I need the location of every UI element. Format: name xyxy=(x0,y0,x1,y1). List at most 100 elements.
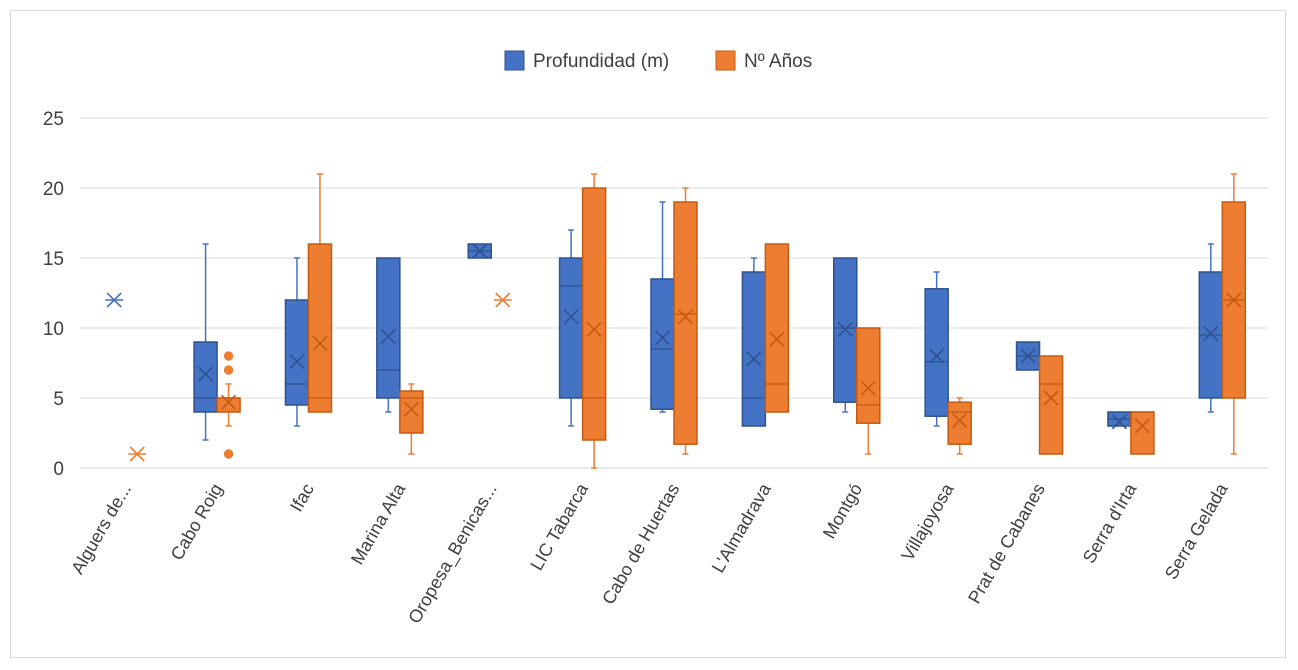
mean-marker-stroke-b xyxy=(472,243,488,259)
box-0-8 xyxy=(833,257,858,413)
y-tick-label-15: 15 xyxy=(43,249,64,270)
legend-label-anos: Nº Años xyxy=(744,51,812,72)
mean-marker xyxy=(105,292,124,308)
mean-marker xyxy=(769,331,785,347)
mean-marker-stroke-b xyxy=(1134,418,1150,434)
mean-marker-stroke-b xyxy=(312,335,328,351)
mean-marker xyxy=(952,412,968,428)
mean-marker xyxy=(677,309,694,325)
box-body xyxy=(924,288,949,417)
x-axis-ticks: Alguers de... Cabo Roig Ifac Marina AltaOro… xyxy=(67,479,1232,627)
box-series xyxy=(105,173,1247,469)
box-body xyxy=(216,397,241,413)
box-body xyxy=(284,299,310,406)
mean-marker xyxy=(837,321,853,337)
box-0-1 xyxy=(193,243,218,441)
box-0-5 xyxy=(558,229,584,427)
y-tick-label-5: 5 xyxy=(53,389,64,410)
x-tick-label-11: Serra d'Irta xyxy=(1079,479,1141,566)
box-body xyxy=(581,187,607,441)
box-body xyxy=(673,201,698,445)
box-1-9 xyxy=(947,397,972,455)
box-body xyxy=(856,327,881,424)
mean-marker xyxy=(221,394,237,410)
series-profundidad xyxy=(105,201,1224,441)
box-1-10 xyxy=(1038,355,1064,455)
box-1-8 xyxy=(856,327,881,455)
mean-marker xyxy=(929,348,945,364)
box-0-10 xyxy=(1015,341,1041,371)
mean-marker-stroke-b xyxy=(677,309,694,325)
mean-marker-stroke-b xyxy=(1043,390,1059,406)
x-tick-label-3: Marina Alta xyxy=(347,479,410,568)
mean-marker-stroke-b xyxy=(289,354,305,370)
box-body xyxy=(947,401,972,445)
legend-swatch-profundidad xyxy=(504,50,525,71)
mean-marker xyxy=(746,351,762,367)
box-0-6 xyxy=(650,201,675,413)
y-axis-ticks: 0 5 10 15 20 25 xyxy=(43,109,64,480)
box-0-11 xyxy=(1107,411,1132,430)
mean-marker xyxy=(312,335,328,351)
box-0-0 xyxy=(105,292,124,308)
mean-marker-stroke-b xyxy=(403,401,419,417)
x-tick-label-9: Villajoyosa xyxy=(897,479,958,564)
y-tick-label-20: 20 xyxy=(43,179,64,200)
x-tick-label-10: Prat de Cabanes xyxy=(964,480,1049,607)
mean-marker xyxy=(493,292,512,308)
mean-marker xyxy=(586,321,602,337)
box-1-4 xyxy=(493,292,512,308)
mean-marker xyxy=(563,309,579,325)
mean-marker-stroke-b xyxy=(198,366,214,382)
mean-marker-stroke-b xyxy=(837,321,853,337)
mean-marker-stroke-b xyxy=(860,380,876,396)
box-0-2 xyxy=(284,257,310,427)
mean-marker-stroke-b xyxy=(952,412,968,428)
outlier-point-2 xyxy=(223,449,234,459)
outlier-point-0 xyxy=(223,365,234,375)
box-body xyxy=(376,257,401,399)
outlier-point-1 xyxy=(223,351,234,361)
x-tick-label-7: L'Almadrava xyxy=(708,479,776,576)
legend-label-profundidad: Profundidad (m) xyxy=(533,51,669,72)
box-1-5 xyxy=(581,173,607,469)
x-tick-label-4: Oropesa_Benicas... xyxy=(404,480,501,627)
box-0-7 xyxy=(741,257,767,427)
mean-marker-stroke-b xyxy=(1111,414,1127,430)
mean-marker-stroke-b xyxy=(1020,348,1036,364)
x-tick-label-1: Cabo Roig xyxy=(167,480,227,564)
legend: Profundidad (m) Nº Años xyxy=(504,50,812,72)
box-body xyxy=(741,271,767,427)
box-1-1 xyxy=(216,351,241,459)
mean-marker xyxy=(1020,348,1036,364)
box-1-2 xyxy=(307,173,333,413)
y-tick-label-0: 0 xyxy=(53,459,64,480)
x-tick-label-6: Cabo de Huertas xyxy=(598,480,683,608)
box-body xyxy=(399,390,424,434)
mean-marker-stroke-b xyxy=(746,351,762,367)
mean-marker xyxy=(1111,414,1127,430)
mean-marker-stroke-b xyxy=(769,331,785,347)
mean-marker-stroke-b xyxy=(1226,292,1242,308)
box-body xyxy=(558,257,584,399)
mean-marker xyxy=(1226,292,1242,308)
box-0-9 xyxy=(924,271,949,427)
mean-marker xyxy=(1043,390,1059,406)
box-0-4 xyxy=(467,243,492,259)
mean-marker xyxy=(289,354,305,370)
mean-marker xyxy=(860,380,876,396)
box-1-6 xyxy=(673,187,698,455)
box-1-7 xyxy=(764,243,790,413)
mean-marker-stroke-b xyxy=(563,309,579,325)
mean-marker xyxy=(403,401,419,417)
box-body xyxy=(1130,411,1155,455)
mean-marker xyxy=(380,328,396,344)
y-tick-label-10: 10 xyxy=(43,319,64,340)
x-tick-label-12: Serra Gelada xyxy=(1161,479,1232,583)
box-1-12 xyxy=(1221,173,1247,455)
box-body xyxy=(307,243,333,413)
box-body xyxy=(193,341,218,413)
x-tick-label-2: Ifac xyxy=(286,480,318,515)
mean-marker-stroke-b xyxy=(221,394,237,410)
